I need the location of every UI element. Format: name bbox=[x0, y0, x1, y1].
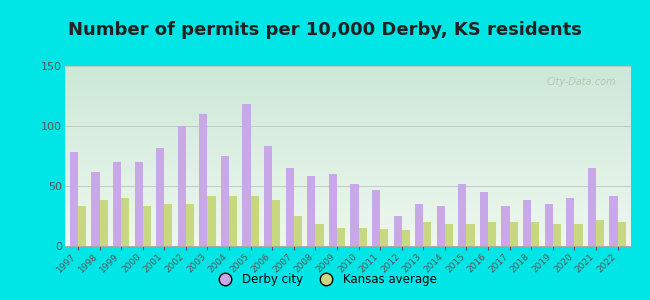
Bar bbox=[207, 196, 216, 246]
Bar bbox=[229, 196, 237, 246]
Bar bbox=[337, 228, 345, 246]
Bar bbox=[523, 200, 531, 246]
Bar bbox=[552, 224, 561, 246]
Bar bbox=[402, 230, 410, 246]
Bar bbox=[200, 114, 207, 246]
Bar bbox=[445, 224, 453, 246]
Bar bbox=[359, 228, 367, 246]
Bar bbox=[393, 216, 402, 246]
Bar bbox=[350, 184, 359, 246]
Bar bbox=[501, 206, 510, 246]
Bar bbox=[510, 222, 518, 246]
Bar bbox=[609, 196, 618, 246]
Bar bbox=[92, 172, 99, 246]
Bar bbox=[99, 200, 108, 246]
Bar bbox=[70, 152, 78, 246]
Bar bbox=[164, 204, 172, 246]
Bar bbox=[315, 224, 324, 246]
Bar bbox=[113, 162, 121, 246]
Bar bbox=[458, 184, 467, 246]
Bar bbox=[307, 176, 315, 246]
Bar bbox=[272, 200, 280, 246]
Bar bbox=[566, 198, 575, 246]
Bar bbox=[329, 174, 337, 246]
Bar bbox=[143, 206, 151, 246]
Bar bbox=[618, 222, 626, 246]
Bar bbox=[156, 148, 164, 246]
Bar bbox=[264, 146, 272, 246]
Bar bbox=[372, 190, 380, 246]
Bar bbox=[186, 204, 194, 246]
Bar bbox=[380, 229, 388, 246]
Bar bbox=[575, 224, 582, 246]
Bar bbox=[285, 168, 294, 246]
Bar bbox=[545, 204, 552, 246]
Text: City-Data.com: City-Data.com bbox=[547, 77, 616, 87]
Bar bbox=[221, 156, 229, 246]
Bar bbox=[121, 198, 129, 246]
Bar bbox=[467, 224, 474, 246]
Bar bbox=[480, 192, 488, 246]
Bar bbox=[251, 196, 259, 246]
Bar bbox=[531, 222, 540, 246]
Bar bbox=[78, 206, 86, 246]
Bar bbox=[437, 206, 445, 246]
Bar bbox=[596, 220, 604, 246]
Text: Number of permits per 10,000 Derby, KS residents: Number of permits per 10,000 Derby, KS r… bbox=[68, 21, 582, 39]
Bar bbox=[242, 104, 251, 246]
Bar bbox=[135, 162, 143, 246]
Bar bbox=[415, 204, 423, 246]
Bar bbox=[294, 216, 302, 246]
Bar bbox=[588, 168, 596, 246]
Bar bbox=[423, 222, 432, 246]
Legend: Derby city, Kansas average: Derby city, Kansas average bbox=[209, 269, 441, 291]
Bar bbox=[177, 126, 186, 246]
Bar bbox=[488, 222, 496, 246]
